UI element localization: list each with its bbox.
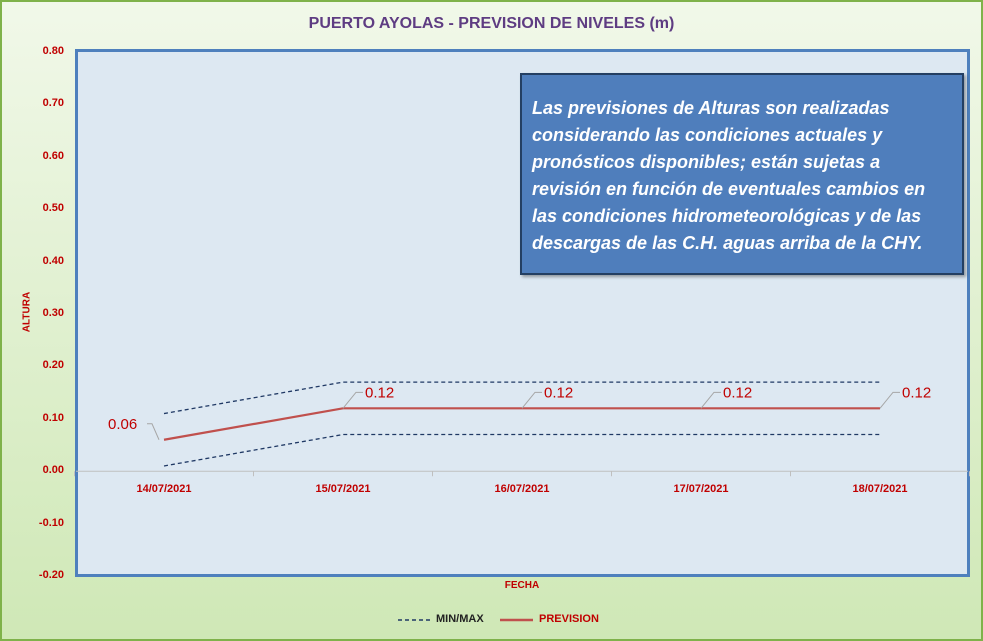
data-label-leader xyxy=(521,391,542,409)
data-label-leader xyxy=(700,391,721,409)
data-label-leader xyxy=(342,391,363,409)
y-tick-label: -0.10 xyxy=(38,516,64,529)
series-minmax-line xyxy=(163,381,880,415)
y-tick-label: 0.20 xyxy=(42,359,64,372)
legend-minmax-label: MIN/MAX xyxy=(436,613,484,625)
y-tick-label: 0.80 xyxy=(42,45,64,57)
y-tick-label: 0.00 xyxy=(42,464,64,477)
note-line: descargas de las C.H. aguas arriba de la… xyxy=(532,233,923,253)
data-label: 0.12 xyxy=(902,384,931,401)
chart-title: PUERTO AYOLAS - PREVISION DE NIVELES (m) xyxy=(308,15,675,32)
data-label: 0.12 xyxy=(544,384,573,401)
y-tick-label: 0.50 xyxy=(42,202,64,215)
y-tick-label: 0.10 xyxy=(42,411,64,424)
y-tick-label: 0.40 xyxy=(42,254,64,267)
y-tick-label: -0.20 xyxy=(38,569,64,581)
y-tick-label: 0.30 xyxy=(42,307,64,319)
data-label-leader xyxy=(879,391,900,409)
data-label: 0.06 xyxy=(108,416,137,433)
note-line: las condiciones hidrometeorológicas y de… xyxy=(532,206,922,226)
note-line: considerando las condiciones actuales y xyxy=(532,125,883,145)
legend-prevision-label: PREVISION xyxy=(539,613,599,625)
x-tick-label: 18/07/2021 xyxy=(852,483,908,496)
x-tick-label: 16/07/2021 xyxy=(494,483,550,496)
note-line: Las previsiones de Alturas son realizada… xyxy=(532,98,890,118)
x-tick-label: 14/07/2021 xyxy=(136,483,192,496)
x-axis-label: FECHA xyxy=(504,580,540,591)
note-line: revisión en función de eventuales cambio… xyxy=(532,179,926,199)
series-minmax-line xyxy=(163,433,880,467)
data-label: 0.12 xyxy=(365,384,394,401)
x-tick-label: 17/07/2021 xyxy=(673,483,729,496)
x-tick-label: 15/07/2021 xyxy=(315,483,371,496)
y-tick-label: 0.60 xyxy=(42,149,64,162)
data-label-leader xyxy=(147,423,160,440)
disclaimer-note: Las previsiones de Alturas son realizada… xyxy=(520,73,964,275)
note-line: pronósticos disponibles; están sujetas a xyxy=(532,152,881,172)
data-label: 0.12 xyxy=(723,384,752,401)
y-tick-label: 0.70 xyxy=(42,97,64,110)
